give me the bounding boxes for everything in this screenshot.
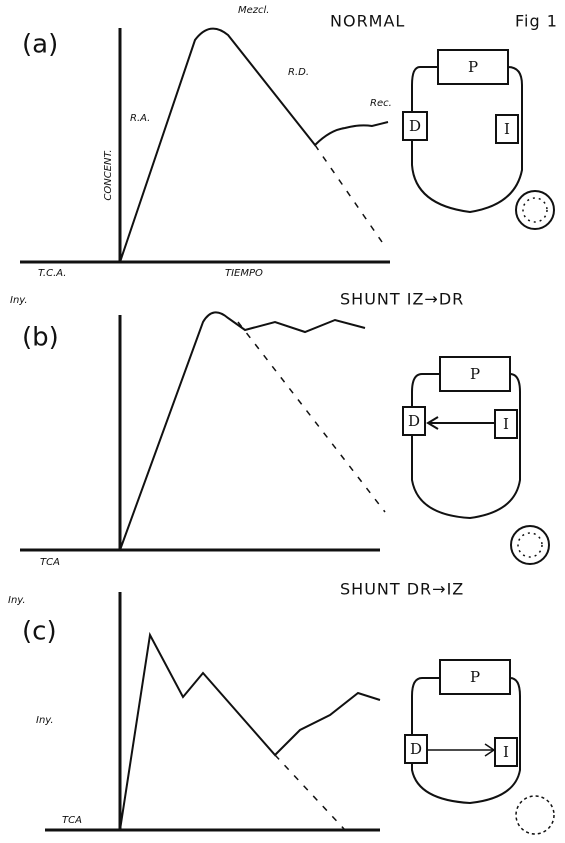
transit-label: TCA bbox=[62, 815, 82, 826]
box-d bbox=[404, 734, 428, 764]
circulation bbox=[517, 532, 543, 558]
box-label: P bbox=[470, 668, 480, 686]
panel-title: NORMAL bbox=[330, 12, 405, 31]
curve bbox=[119, 27, 389, 263]
box-d bbox=[402, 111, 428, 141]
heart-outline bbox=[411, 677, 521, 805]
box-label: D bbox=[408, 412, 420, 430]
box-label: D bbox=[409, 117, 421, 135]
panel-title: SHUNT IZ→DR bbox=[340, 290, 464, 309]
panel-label: (b) bbox=[22, 323, 59, 353]
box-p bbox=[439, 356, 511, 392]
curve bbox=[119, 311, 366, 551]
axes bbox=[20, 315, 380, 552]
circulation bbox=[522, 197, 548, 223]
box-label: D bbox=[410, 740, 422, 758]
shunt-arrow bbox=[426, 416, 495, 430]
x-axis-label: TIEMPO bbox=[225, 268, 263, 279]
figure-label: Fig 1 bbox=[515, 12, 558, 31]
panel-a: (a) NORMAL Fig 1 Mezcl. R.A. R.D. Rec. C… bbox=[10, 5, 558, 306]
annotation: R.A. bbox=[130, 113, 150, 124]
panel-c: (c) SHUNT DR→IZ TCA Iny. P D I bbox=[22, 580, 555, 835]
annotation: Mezcl. bbox=[238, 5, 269, 16]
transit-label: TCA bbox=[40, 557, 60, 568]
extrapolation bbox=[237, 321, 386, 513]
axes bbox=[45, 592, 380, 832]
axes bbox=[20, 28, 390, 264]
box-p bbox=[439, 659, 511, 695]
box-i bbox=[495, 114, 519, 144]
circulation bbox=[515, 795, 555, 835]
injection-label: Iny. bbox=[10, 295, 28, 306]
annotation: Rec. bbox=[370, 98, 392, 109]
transit-label: T.C.A. bbox=[38, 268, 66, 279]
panel-b: (b) SHUNT IZ→DR TCA Iny. P D I bbox=[8, 290, 550, 606]
heart-outline bbox=[411, 66, 523, 214]
shunt-arrow bbox=[427, 743, 496, 757]
box-label: P bbox=[470, 365, 480, 383]
panel-label: (c) bbox=[22, 617, 57, 647]
extrapolation bbox=[274, 754, 346, 831]
heart-outline bbox=[411, 373, 521, 520]
circulation bbox=[515, 190, 555, 230]
curve bbox=[119, 631, 381, 831]
injection-label: Iny. bbox=[8, 595, 26, 606]
box-label: P bbox=[468, 58, 478, 76]
y-axis-label: CONCENT. bbox=[103, 149, 114, 200]
box-p bbox=[437, 49, 509, 85]
box-label: I bbox=[503, 415, 509, 433]
panel-title: SHUNT DR→IZ bbox=[340, 580, 464, 599]
box-label: I bbox=[504, 120, 510, 138]
injection-label: Iny. bbox=[36, 715, 54, 726]
box-i bbox=[494, 737, 518, 767]
box-d bbox=[402, 406, 426, 436]
circulation bbox=[510, 525, 550, 565]
extrapolation bbox=[314, 144, 383, 243]
box-label: I bbox=[503, 743, 509, 761]
panel-label: (a) bbox=[22, 30, 58, 60]
annotation: R.D. bbox=[288, 67, 309, 78]
